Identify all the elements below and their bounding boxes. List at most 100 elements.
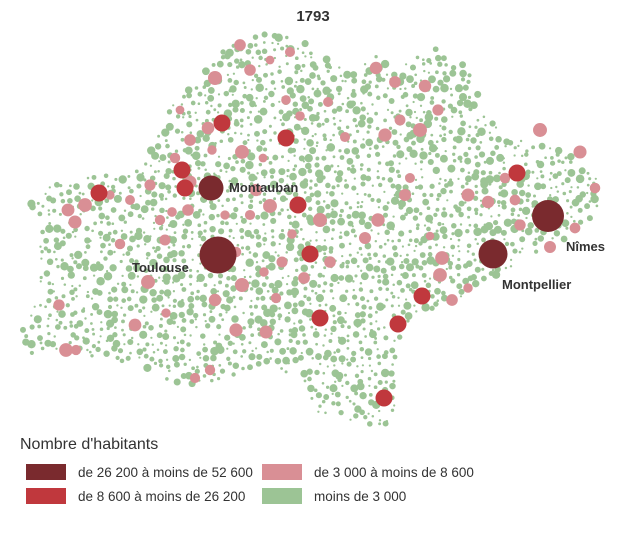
commune-dot-montpellier (478, 239, 508, 269)
commune-dot-small (418, 265, 424, 271)
commune-dot-small (242, 81, 246, 85)
commune-dot-small (497, 213, 501, 217)
commune-dot-small (145, 251, 151, 257)
commune-dot-small (37, 211, 43, 217)
commune-dot-small (304, 55, 307, 58)
commune-dot-small (166, 318, 174, 325)
commune-dot-3000-8600 (263, 199, 277, 213)
commune-dot-small (569, 205, 573, 209)
commune-dot-small (53, 224, 62, 233)
commune-dot-small (255, 296, 260, 301)
commune-dot-small (510, 212, 515, 217)
commune-dot-small (520, 154, 524, 158)
commune-dot-small (304, 308, 314, 318)
commune-dot-small (227, 133, 230, 136)
commune-dot-3000-8600 (207, 145, 217, 155)
commune-dot-small (337, 164, 340, 168)
commune-dot-small (52, 290, 55, 293)
commune-dot-small (188, 274, 193, 279)
commune-dot-small (415, 185, 419, 190)
commune-dot-small (374, 84, 379, 89)
commune-dot-small (221, 204, 224, 208)
commune-dot-small (433, 212, 438, 218)
commune-dot-small (73, 310, 78, 316)
legend-label-small: de 3 000 à moins de 8 600 (314, 464, 474, 480)
commune-dot-small (329, 289, 334, 293)
commune-dot-small (362, 138, 365, 141)
commune-dot-small (325, 182, 331, 189)
commune-dot-small (363, 415, 368, 420)
commune-dot-small (151, 191, 158, 198)
commune-dot-3000-8600 (114, 238, 126, 250)
commune-dot-small (383, 326, 386, 329)
commune-dot-small (449, 189, 453, 194)
commune-dot-small (392, 379, 396, 383)
commune-dot-small (316, 122, 322, 128)
commune-dot-small (462, 84, 469, 91)
commune-dot-small (239, 182, 243, 186)
commune-dot-small (144, 162, 148, 166)
commune-dot-small (396, 150, 405, 159)
commune-dot-small (346, 157, 354, 165)
commune-dot-small (232, 72, 236, 75)
commune-dot-small (307, 96, 310, 99)
commune-dot-small (354, 274, 358, 278)
commune-dot-small (493, 174, 501, 183)
commune-dot-small (451, 223, 457, 229)
commune-dot-small (509, 258, 513, 262)
commune-dot-3000-8600 (281, 95, 291, 105)
commune-dot-small (470, 101, 478, 109)
commune-dot-small (134, 231, 143, 241)
commune-dot-small (297, 354, 304, 361)
commune-dot-small (495, 136, 502, 143)
commune-dot-small (293, 322, 296, 325)
commune-dot-small (435, 140, 439, 143)
commune-dot-small (233, 183, 236, 186)
commune-dot-small (352, 106, 361, 115)
commune-dot-small (550, 186, 553, 190)
commune-dot-small (381, 176, 386, 181)
commune-dot-3000-8600 (371, 213, 385, 227)
commune-dot-small (381, 353, 388, 360)
commune-dot-small (90, 322, 93, 325)
commune-dot-small (156, 332, 163, 339)
commune-dot-small (172, 354, 180, 363)
commune-dot-small (164, 329, 168, 333)
commune-dot-small (166, 364, 171, 369)
commune-dot-small (450, 106, 458, 114)
commune-dot-small (368, 306, 373, 310)
commune-dot-small (382, 254, 387, 258)
commune-dot-small (481, 275, 487, 282)
commune-dot-small (304, 241, 311, 247)
commune-dot-small (239, 58, 243, 62)
commune-dot-small (240, 217, 247, 224)
commune-dot-small (99, 327, 104, 331)
commune-dot-small (249, 275, 252, 279)
commune-dot-8600-26200 (213, 114, 231, 132)
commune-dot-small (159, 154, 167, 162)
commune-dot-small (189, 131, 193, 134)
commune-dot-small (165, 184, 172, 191)
commune-dot-small (302, 333, 306, 337)
commune-dot-small (460, 167, 465, 173)
commune-dot-small (339, 119, 342, 123)
commune-dot-small (112, 229, 118, 235)
commune-dot-small (416, 223, 420, 227)
commune-dot-small (311, 134, 314, 138)
commune-dot-small (202, 134, 210, 142)
commune-dot-small (442, 207, 446, 211)
commune-dot-small (95, 346, 101, 353)
commune-dot-small (210, 287, 218, 295)
commune-dot-small (230, 165, 236, 172)
commune-dot-small (337, 316, 345, 325)
commune-dot-small (315, 144, 319, 148)
commune-dot-small (367, 412, 370, 415)
commune-dot-small (349, 418, 352, 421)
commune-dot-small (43, 246, 48, 251)
commune-dot-small (455, 206, 462, 213)
commune-dot-3000-8600 (182, 204, 194, 216)
commune-dot-small (300, 264, 309, 272)
commune-dot-small (149, 235, 152, 238)
commune-dot-small (127, 174, 131, 178)
commune-dot-small (401, 272, 409, 279)
